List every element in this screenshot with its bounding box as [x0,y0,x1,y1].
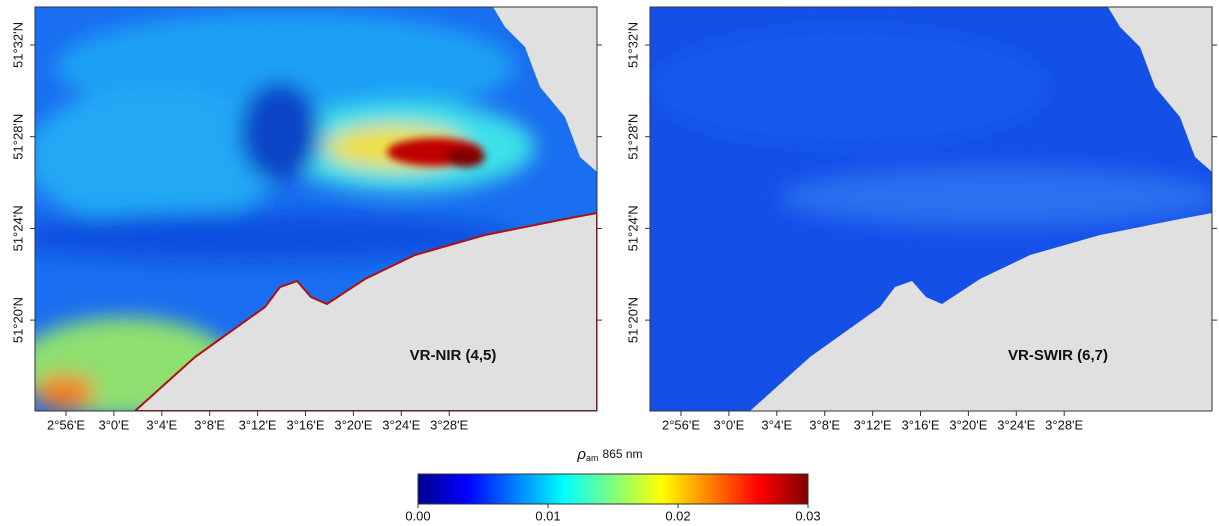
lat-label: 51°32'N [625,22,640,68]
map-panel: VR-NIR (4,5) 51°32'N 51°28'N 51°24'N 51°20'… [0,7,602,432]
subscript: am [586,453,599,463]
lon-label: 3°28'E [1045,417,1083,432]
lon-label: 3°0'E [713,417,744,432]
lat-label: 51°28'N [10,114,25,160]
colorbar-tick-label: 0.02 [665,508,690,523]
lon-label: 3°20'E [334,417,372,432]
colorbar-title: ρam 865 nm [576,446,642,463]
colorbar-tick-label: 0.01 [535,508,560,523]
lon-label: 3°16'E [286,417,324,432]
lat-label: 51°32'N [10,22,25,68]
colorbar-tick-label: 0.03 [795,508,820,523]
lat-label: 51°20'N [10,297,25,343]
lat-label: 51°20'N [625,297,640,343]
lon-label: 3°12'E [239,417,277,432]
plume [445,147,485,167]
lat-label: 51°24'N [10,205,25,251]
lon-label: 3°16'E [901,417,939,432]
lon-label: 3°28'E [430,417,468,432]
map-panel: VR-SWIR (6,7) 51°32'N 51°28'N 51°24'N 51°20… [625,7,1219,432]
symbol: ρ [576,446,586,463]
lon-label: 3°24'E [997,417,1035,432]
lon-label: 3°8'E [194,417,225,432]
lon-label: 3°4'E [146,417,177,432]
wavelength: 865 nm [603,447,643,461]
figure: VR-NIR (4,5) 51°32'N 51°28'N 51°24'N 51°20'… [0,0,1219,526]
panel-label: VR-SWIR (6,7) [1008,347,1108,364]
colorbar-ramp [418,474,808,504]
colorbar: ρam 865 nm 0.00 0.01 0.02 0.03 [405,446,820,523]
lon-label: 3°20'E [949,417,987,432]
panel-label: VR-NIR (4,5) [410,347,497,364]
lat-label: 51°28'N [625,114,640,160]
lon-label: 3°0'E [98,417,129,432]
lon-label: 3°24'E [382,417,420,432]
lon-label: 2°56'E [47,417,85,432]
colorbar-tick-label: 0.00 [405,508,430,523]
lon-label: 3°12'E [854,417,892,432]
lat-label: 51°24'N [625,205,640,251]
lon-label: 3°8'E [809,417,840,432]
lon-label: 3°4'E [761,417,792,432]
lon-label: 2°56'E [662,417,700,432]
